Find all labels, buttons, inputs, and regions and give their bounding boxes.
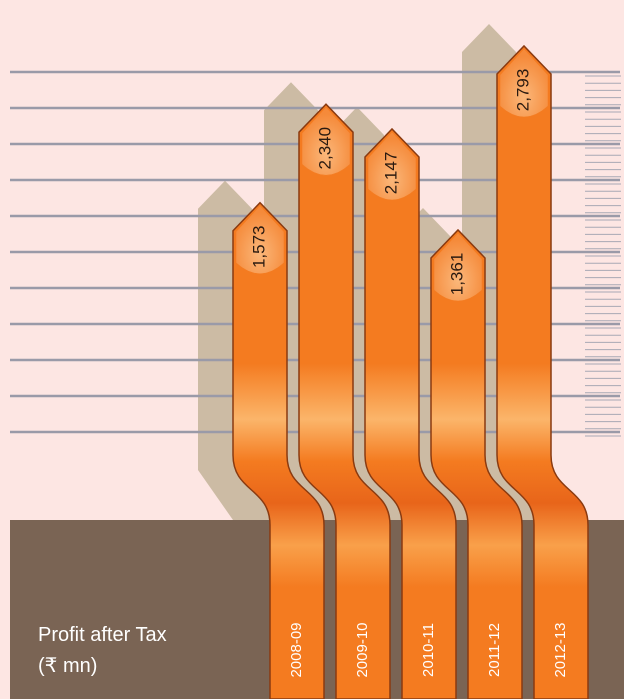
bar-tip: [433, 232, 483, 302]
bar-tip: [367, 131, 417, 201]
bar-tip: [301, 106, 351, 176]
category-label: 2009-10: [354, 622, 371, 677]
category-label: 2010-11: [420, 623, 437, 677]
bar: [232, 201, 325, 699]
bar: [364, 127, 457, 699]
bar: [496, 44, 589, 699]
category-label: 2008-09: [288, 622, 305, 677]
bar-tip: [235, 205, 285, 275]
value-label: 1,361: [447, 253, 466, 296]
value-label: 2,147: [381, 152, 400, 195]
bar: [298, 103, 391, 699]
value-label: 2,340: [315, 127, 334, 170]
value-label: 2,793: [513, 69, 532, 112]
category-label: 2012-13: [552, 622, 569, 677]
bars: 1,573 2008-09 2,340 2009-10 2,147 2010-11 1,36…: [232, 44, 589, 699]
value-label: 1,573: [249, 225, 268, 268]
category-label: 2011-12: [486, 623, 503, 677]
bar-tip: [499, 48, 549, 118]
bar: [430, 228, 523, 699]
chart-title: Profit after Tax (₹ mn): [38, 624, 167, 677]
